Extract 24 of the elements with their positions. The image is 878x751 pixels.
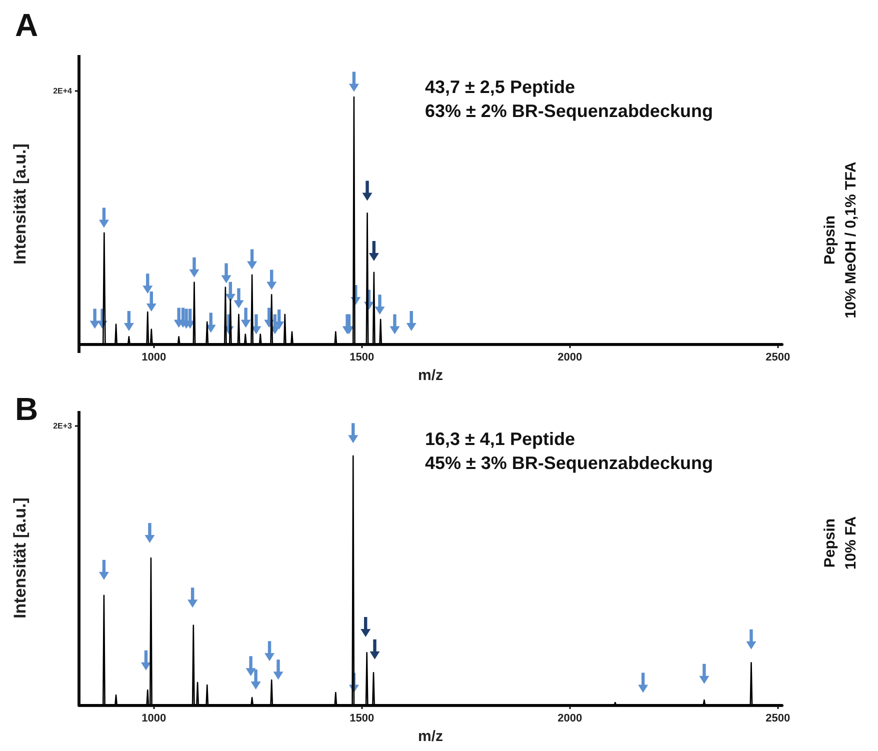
- annotation: 43,7 ± 2,5 Peptide: [425, 77, 575, 97]
- chart-title: A: [15, 7, 38, 43]
- x-tick-label: 2000: [558, 352, 582, 364]
- chart-title: B: [15, 391, 38, 427]
- x-tick-label: 2500: [766, 352, 790, 364]
- text: 10% MeOH / 0,1% TFA: [842, 161, 860, 318]
- annotation: 63% ± 2% BR-Sequenzabdeckung: [425, 101, 713, 121]
- x-tick-label: 2500: [766, 712, 790, 724]
- y-axis-title: Intensität [a.u.]: [10, 144, 30, 264]
- text: 16,3 ± 4,1 Peptide: [425, 429, 575, 449]
- text: Pepsin: [822, 518, 838, 568]
- text: 2E+3: [53, 422, 73, 430]
- x-tick-label: 1500: [350, 352, 374, 364]
- text: Pepsin: [822, 215, 838, 265]
- x-tick-label: 1500: [350, 712, 374, 724]
- x-tick-label: 1000: [142, 352, 166, 364]
- text: 2E+4: [53, 86, 73, 96]
- x-tick-label: 2000: [558, 712, 582, 724]
- annotation: 45% ± 3% BR-Sequenzabdeckung: [425, 453, 713, 473]
- text: 10% FA: [842, 516, 860, 570]
- x-axis-title: m/z: [418, 367, 444, 384]
- x-tick-label: 1000: [142, 712, 166, 724]
- x-axis-title: m/z: [418, 728, 444, 745]
- y-axis-title: Intensität [a.u.]: [10, 498, 30, 618]
